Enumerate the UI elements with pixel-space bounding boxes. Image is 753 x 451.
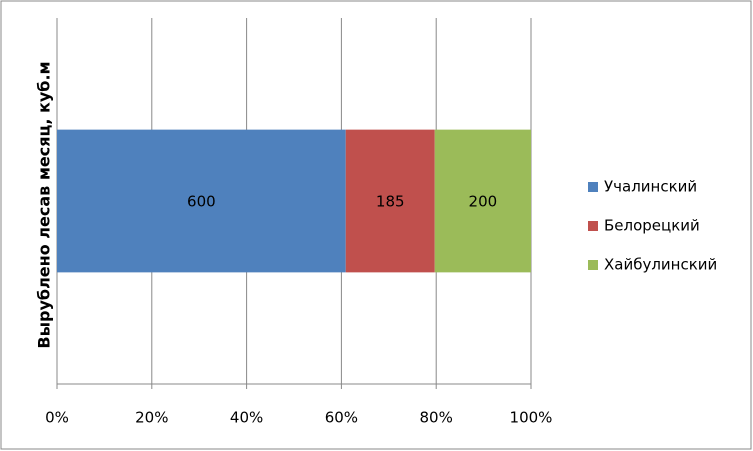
legend-swatch	[588, 260, 598, 270]
x-tick-label: 20%	[135, 409, 168, 427]
legend-label: Белорецкий	[604, 217, 700, 235]
data-label: 200	[469, 193, 498, 211]
data-label: 600	[187, 193, 216, 211]
bar-segment	[434, 129, 531, 273]
x-tick-label: 80%	[420, 409, 453, 427]
y-axis-title: Вырублено лесав месяц, куб.м	[35, 61, 54, 348]
legend-swatch	[588, 221, 598, 231]
x-tick-label: 0%	[45, 409, 69, 427]
bar-segment	[57, 129, 346, 273]
data-label: 185	[376, 193, 405, 211]
x-tick-label: 100%	[510, 409, 553, 427]
bar-segment	[345, 129, 435, 273]
x-tick-label: 40%	[230, 409, 263, 427]
legend-swatch	[588, 182, 598, 192]
legend-label: Учалинский	[604, 178, 697, 196]
legend-label: Хайбулинский	[604, 256, 717, 274]
x-tick-label: 60%	[325, 409, 358, 427]
